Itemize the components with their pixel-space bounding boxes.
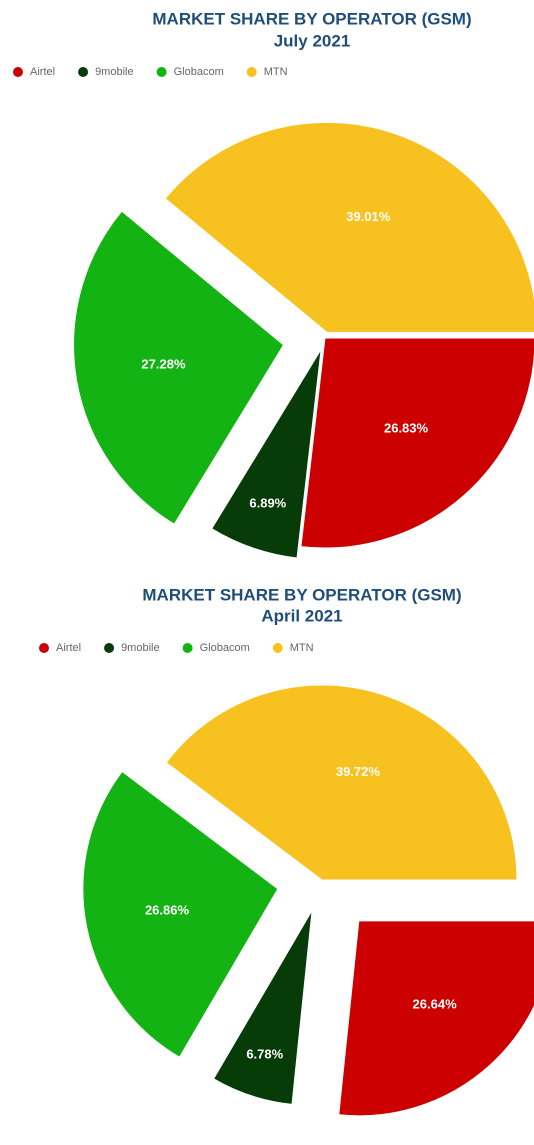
pie-slice bbox=[73, 210, 285, 525]
data-label: 6.89% bbox=[249, 496, 286, 511]
chart-subtitle: July 2021 bbox=[274, 31, 351, 50]
data-label: 26.64% bbox=[413, 996, 458, 1011]
chart-title: MARKET SHARE BY OPERATOR (GSM) bbox=[152, 9, 471, 28]
pie-slice bbox=[212, 910, 313, 1105]
pie-slice bbox=[338, 920, 534, 1117]
pie-slice bbox=[82, 770, 279, 1058]
legend-swatch bbox=[182, 643, 193, 653]
pie-slice bbox=[300, 337, 534, 549]
pie-slice bbox=[164, 121, 534, 333]
legend-swatch bbox=[156, 67, 167, 77]
data-label: 27.28% bbox=[141, 357, 186, 372]
legend-swatch bbox=[104, 643, 115, 653]
legend-label: 9mobile bbox=[95, 66, 134, 78]
legend-label: Globacom bbox=[200, 642, 250, 654]
data-label: 39.01% bbox=[346, 209, 391, 224]
legend-label: MTN bbox=[290, 642, 314, 654]
legend-label: Airtel bbox=[56, 642, 81, 654]
pie-slice bbox=[211, 349, 322, 559]
legend-swatch bbox=[13, 67, 23, 77]
chart-subtitle: April 2021 bbox=[261, 606, 342, 625]
legend-label: Airtel bbox=[30, 66, 55, 78]
legend-swatch bbox=[39, 643, 49, 653]
legend-swatch bbox=[78, 67, 89, 77]
chart-title: MARKET SHARE BY OPERATOR (GSM) bbox=[142, 585, 461, 604]
legend-label: MTN bbox=[264, 66, 288, 78]
data-label: 26.83% bbox=[384, 420, 429, 435]
legend-label: 9mobile bbox=[121, 642, 160, 654]
data-label: 6.78% bbox=[246, 1046, 283, 1061]
legend-swatch bbox=[246, 67, 257, 77]
pie-slice bbox=[165, 684, 518, 881]
legend-swatch bbox=[272, 643, 283, 653]
legend-label: Globacom bbox=[174, 66, 224, 78]
data-label: 26.86% bbox=[145, 903, 190, 918]
data-label: 39.72% bbox=[336, 764, 381, 779]
